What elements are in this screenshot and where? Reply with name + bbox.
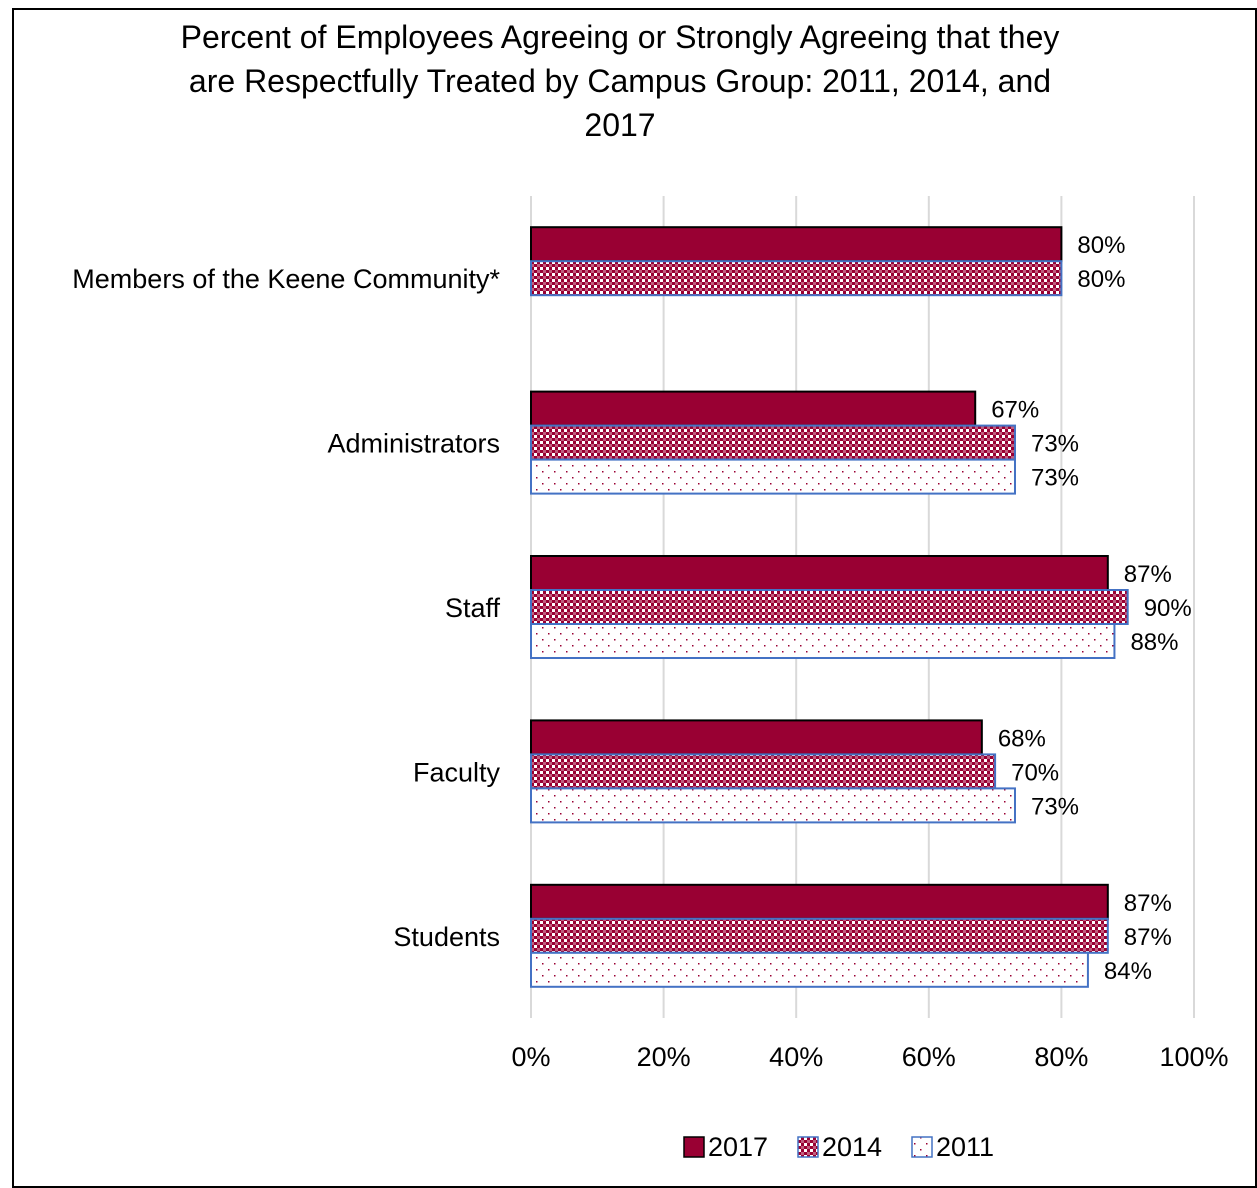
category-label-administrators: Administrators <box>327 429 500 459</box>
category-label-students: Students <box>393 922 500 952</box>
legend-label-2011: 2011 <box>936 1132 994 1162</box>
data-labels: 80% 80% 67% 73% 73% 87% 90% 88% 68% 70% 73% 87% 87% 8… <box>991 232 1192 985</box>
x-tick-labels: 0% 20% 40% 60% 80% 100% <box>511 1042 1228 1072</box>
data-label-members-of-the-keene-community-2017: 80% <box>1077 232 1125 259</box>
chart-title-line-3: 2017 <box>584 107 655 143</box>
category-label-members-of-the-keene-community: Members of the Keene Community* <box>72 264 500 294</box>
bar-students-2011 <box>530 951 1089 988</box>
bars <box>530 226 1129 988</box>
data-label-staff-2017: 87% <box>1124 561 1172 588</box>
legend: 2017 2014 2011 <box>683 1132 994 1162</box>
x-tick-0: 0% <box>511 1042 550 1072</box>
data-label-faculty-2011: 73% <box>1031 793 1079 820</box>
data-label-students-2014: 87% <box>1124 924 1172 951</box>
bar-staff-2014 <box>530 589 1129 625</box>
bar-staff-2017 <box>530 555 1109 591</box>
data-label-members-of-the-keene-community-2014: 80% <box>1077 266 1125 293</box>
bar-faculty-2011 <box>530 787 1016 824</box>
legend-label-2014: 2014 <box>822 1132 882 1162</box>
category-label-faculty: Faculty <box>413 757 501 787</box>
chart-title-line-1: Percent of Employees Agreeing or Strongl… <box>181 19 1060 55</box>
data-label-administrators-2011: 73% <box>1031 465 1079 492</box>
bar-administrators-2017 <box>530 390 977 427</box>
legend-swatch-2011 <box>911 1136 933 1158</box>
bar-administrators-2014 <box>530 424 1016 461</box>
category-labels: Members of the Keene Community* Administr… <box>72 264 500 952</box>
bar-members-of-the-keene-community-2014 <box>530 260 1063 297</box>
category-label-staff: Staff <box>445 593 501 623</box>
chart-title: Percent of Employees Agreeing or Strongl… <box>181 19 1060 143</box>
x-tick-80: 80% <box>1034 1042 1088 1072</box>
bar-administrators-2011 <box>530 458 1016 495</box>
bar-students-2017 <box>530 883 1109 920</box>
data-label-staff-2014: 90% <box>1144 595 1192 622</box>
chart-title-line-2: are Respectfully Treated by Campus Group… <box>189 63 1051 99</box>
data-label-staff-2011: 88% <box>1130 629 1178 656</box>
data-label-faculty-2014: 70% <box>1011 759 1059 786</box>
legend-swatch-2017 <box>683 1136 705 1158</box>
bar-students-2014 <box>530 917 1109 954</box>
data-label-students-2017: 87% <box>1124 890 1172 917</box>
x-tick-20: 20% <box>637 1042 691 1072</box>
data-label-students-2011: 84% <box>1104 958 1152 985</box>
data-label-administrators-2017: 67% <box>991 397 1039 424</box>
x-tick-40: 40% <box>769 1042 823 1072</box>
bar-members-of-the-keene-community-2017 <box>530 226 1063 263</box>
bar-faculty-2017 <box>530 719 983 756</box>
x-tick-60: 60% <box>902 1042 956 1072</box>
legend-label-2017: 2017 <box>708 1132 768 1162</box>
data-label-faculty-2017: 68% <box>998 725 1046 752</box>
x-tick-100: 100% <box>1159 1042 1228 1072</box>
bar-staff-2011 <box>530 623 1116 659</box>
data-label-administrators-2014: 73% <box>1031 431 1079 458</box>
bar-faculty-2014 <box>530 753 997 790</box>
legend-swatch-2014 <box>797 1136 819 1158</box>
